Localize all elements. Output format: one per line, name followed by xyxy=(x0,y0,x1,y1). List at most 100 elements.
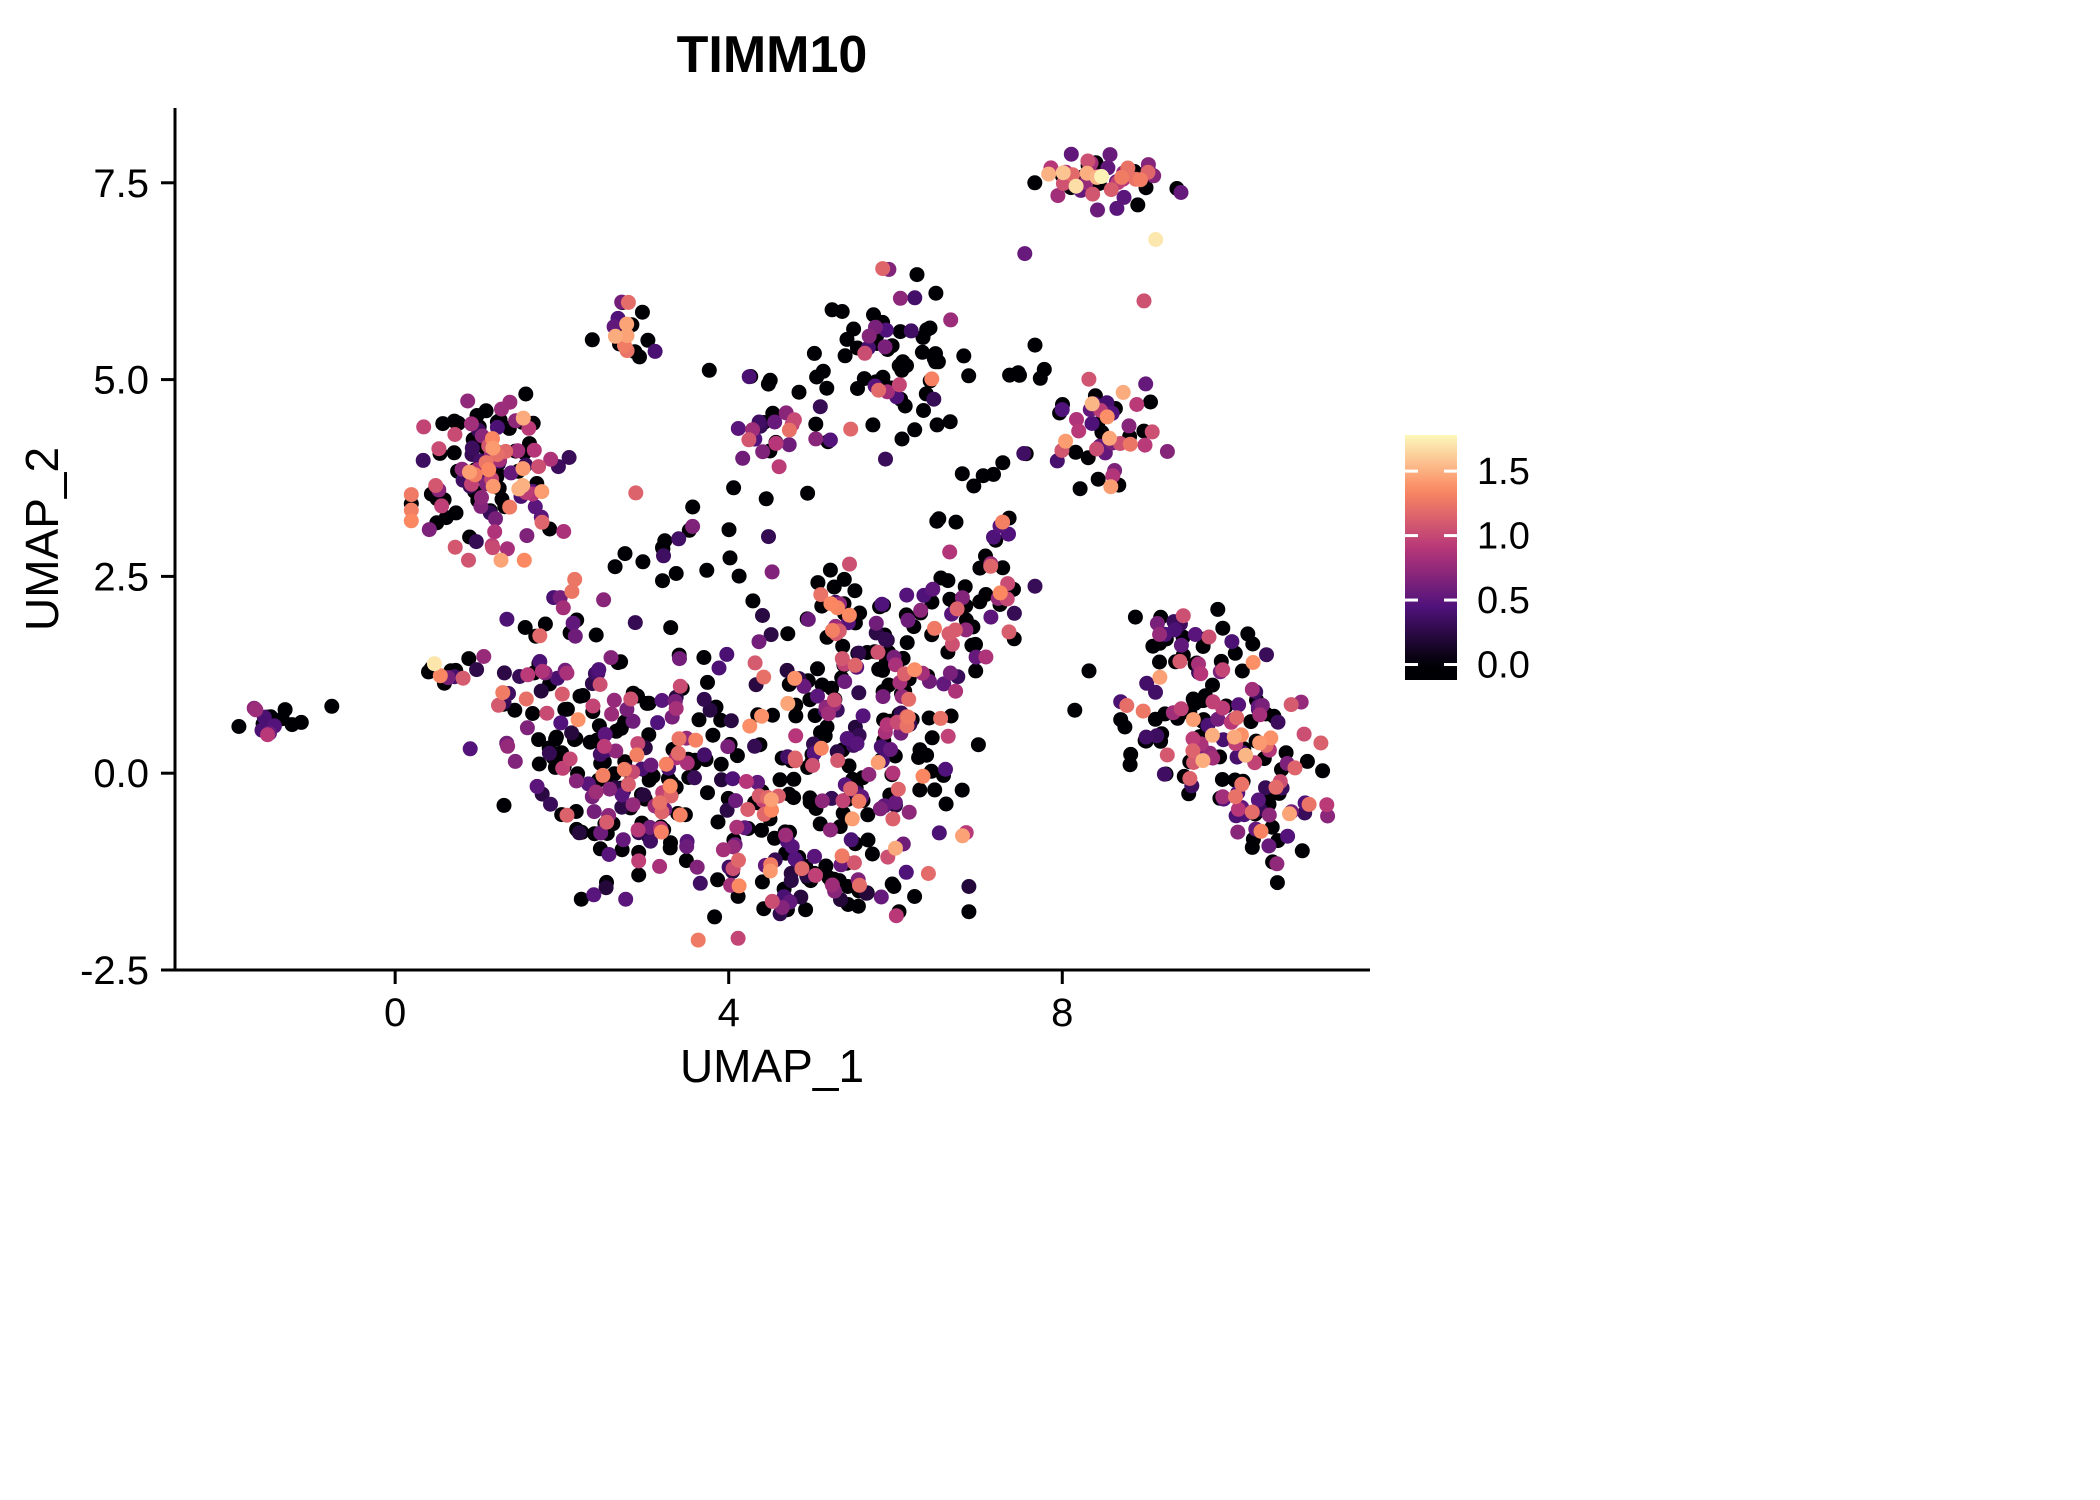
data-point xyxy=(888,840,903,856)
data-point xyxy=(961,368,977,384)
data-point xyxy=(892,290,908,306)
data-point xyxy=(943,312,959,328)
data-point xyxy=(447,427,463,442)
data-point xyxy=(1090,202,1105,218)
data-point xyxy=(722,550,738,566)
y-axis-label: UMAP_2 xyxy=(16,447,68,631)
data-point xyxy=(1195,753,1211,769)
data-point xyxy=(1287,760,1303,776)
data-point xyxy=(1299,753,1315,769)
data-point xyxy=(531,459,547,475)
data-point xyxy=(938,761,953,777)
data-point xyxy=(978,649,994,665)
data-point xyxy=(815,363,831,379)
data-point xyxy=(870,644,886,660)
data-point xyxy=(938,796,954,812)
data-point xyxy=(983,609,999,625)
data-point xyxy=(679,839,695,854)
data-point xyxy=(1109,200,1125,216)
data-point xyxy=(729,748,745,764)
data-point xyxy=(507,753,523,769)
data-point xyxy=(1102,147,1118,163)
data-point xyxy=(507,702,523,718)
data-point xyxy=(619,316,635,332)
points-layer xyxy=(231,146,1336,948)
data-point xyxy=(948,683,964,699)
data-point xyxy=(1054,402,1070,418)
data-point xyxy=(591,662,607,678)
data-point xyxy=(861,328,877,344)
data-point xyxy=(1227,645,1243,661)
data-point xyxy=(970,737,986,753)
data-point xyxy=(899,635,915,651)
data-point xyxy=(916,403,931,418)
data-point xyxy=(808,431,824,447)
data-point xyxy=(1201,629,1217,645)
data-point xyxy=(510,443,526,459)
data-point xyxy=(745,593,761,609)
data-point xyxy=(1136,293,1152,309)
data-point xyxy=(860,807,876,823)
data-point xyxy=(447,539,463,555)
data-point xyxy=(807,848,822,864)
data-point xyxy=(643,833,658,849)
data-point xyxy=(968,663,984,679)
data-point xyxy=(942,665,958,681)
data-point xyxy=(531,756,547,772)
data-point xyxy=(1214,772,1230,787)
data-point xyxy=(1185,743,1201,759)
data-point xyxy=(912,782,928,798)
data-point xyxy=(462,741,478,757)
data-point xyxy=(629,747,645,763)
data-point xyxy=(1063,146,1079,162)
data-point xyxy=(1115,384,1131,400)
data-point xyxy=(534,663,550,679)
data-point xyxy=(493,552,509,568)
data-point xyxy=(701,362,717,378)
data-point xyxy=(894,431,910,447)
data-point xyxy=(846,855,862,871)
data-point xyxy=(715,842,731,858)
data-point xyxy=(891,377,907,393)
data-point xyxy=(794,861,810,877)
data-point xyxy=(870,755,886,770)
data-point xyxy=(731,852,746,868)
data-point xyxy=(1027,337,1043,353)
data-point xyxy=(495,685,511,701)
data-point xyxy=(1296,726,1312,742)
data-point xyxy=(844,811,860,827)
data-point xyxy=(643,757,659,773)
data-point xyxy=(640,332,656,348)
data-point xyxy=(849,736,865,752)
data-point xyxy=(750,774,765,790)
data-point xyxy=(901,691,917,707)
data-point xyxy=(1119,698,1135,713)
data-point xyxy=(780,695,796,711)
data-point xyxy=(788,708,804,724)
data-point xyxy=(324,698,340,714)
x-tick-label: 8 xyxy=(1051,991,1073,1035)
data-point xyxy=(895,354,911,370)
data-point xyxy=(568,773,584,789)
data-point xyxy=(1144,424,1160,440)
data-point xyxy=(533,683,549,699)
data-point xyxy=(877,339,893,355)
data-point xyxy=(1148,232,1164,247)
data-point xyxy=(652,795,668,811)
data-point xyxy=(723,713,739,729)
data-point xyxy=(601,847,617,862)
data-point xyxy=(1261,807,1277,823)
data-point xyxy=(1081,371,1097,387)
data-point xyxy=(685,518,701,534)
data-point xyxy=(647,343,663,359)
data-point xyxy=(1185,712,1201,728)
data-point xyxy=(758,491,774,507)
data-point xyxy=(747,655,763,671)
data-point xyxy=(1068,444,1084,460)
data-point xyxy=(1129,397,1145,412)
y-tick-label: 7.5 xyxy=(93,162,149,206)
data-point xyxy=(1041,166,1057,182)
data-point xyxy=(955,828,970,844)
data-point xyxy=(517,620,533,635)
